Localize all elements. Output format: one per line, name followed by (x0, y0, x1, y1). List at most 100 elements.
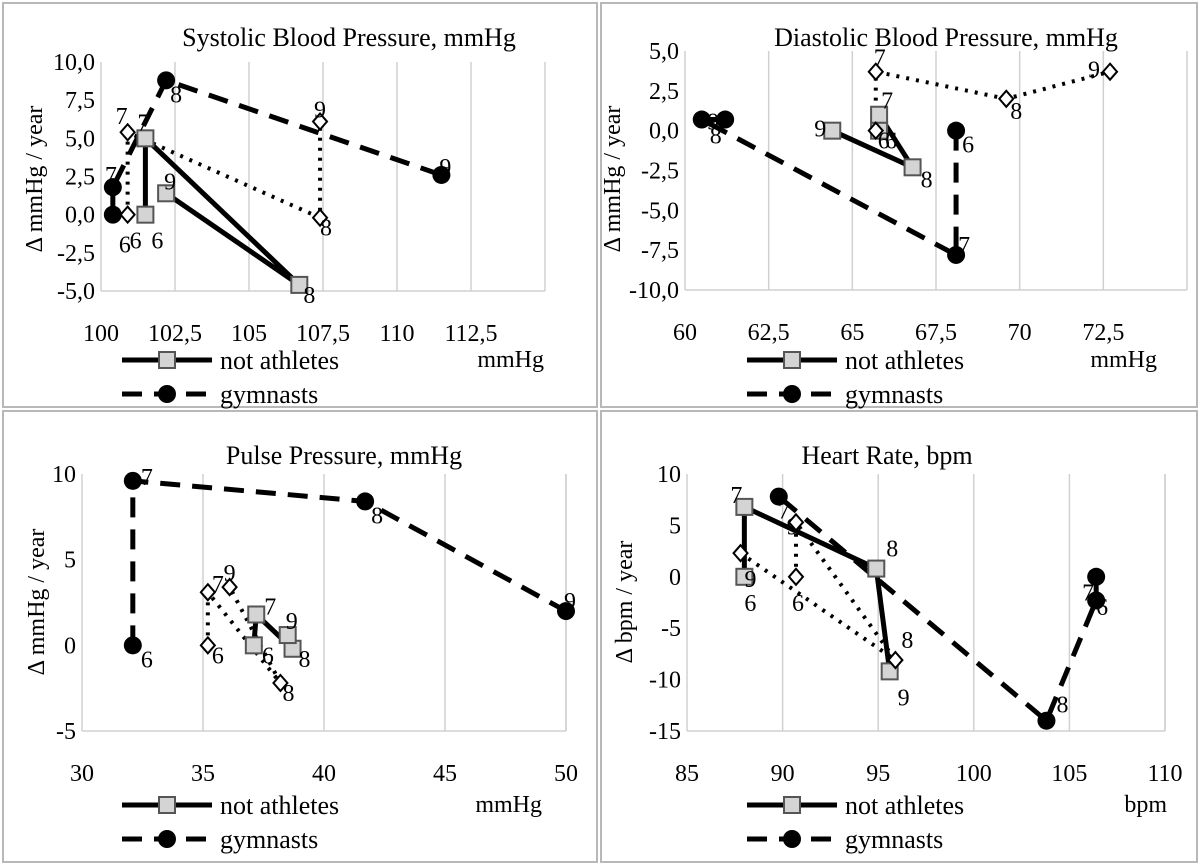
y-tick-label: 0 (64, 633, 76, 659)
series-line-square (142, 135, 302, 288)
data-label: 6 (119, 233, 131, 259)
data-point-circle (947, 245, 966, 264)
data-point-circle (716, 110, 735, 129)
y-tick-label: 5 (64, 548, 76, 574)
data-point-circle (1087, 567, 1106, 586)
y-axis-label: Δ mmHg / year (22, 106, 48, 253)
data-label: 7 (958, 233, 970, 259)
legend-marker-square (158, 796, 176, 814)
data-label: 7 (264, 594, 276, 620)
y-axis-label: Δ mmHg / year (602, 106, 626, 253)
data-point-diamond (732, 543, 749, 563)
data-label: 8 (710, 124, 722, 150)
x-tick-label: 30 (70, 761, 94, 787)
data-label: 6 (262, 643, 274, 669)
data-point-square (735, 567, 754, 586)
data-label: 7 (730, 483, 742, 509)
data-point-circle (157, 71, 176, 90)
series-line-square (741, 504, 893, 672)
data-point-square (867, 559, 886, 578)
legend-marker-square (158, 351, 176, 369)
x-tick-label: 67,5 (915, 320, 957, 346)
x-axis-label: mmHg (1090, 347, 1157, 373)
data-label: 6 (962, 133, 974, 159)
data-point-diamond (787, 567, 805, 587)
data-label: 7 (105, 163, 117, 189)
x-axis-label: mmHg (477, 347, 544, 373)
data-label: 8 (303, 283, 315, 309)
x-tick-label: 85 (675, 761, 699, 787)
x-tick-label: 65 (840, 320, 864, 346)
data-point-square (903, 158, 922, 177)
data-label: 9 (707, 110, 719, 136)
data-label: 8 (170, 82, 182, 108)
data-point-square (247, 605, 266, 624)
data-point-square (290, 275, 309, 294)
data-label: 9 (1088, 58, 1100, 84)
data-point-square (278, 626, 297, 645)
series-line-diamond (125, 121, 323, 220)
x-tick-label: 107,5 (296, 321, 350, 347)
y-tick-label: 0,0 (65, 203, 95, 229)
data-point-diamond (997, 89, 1015, 109)
y-tick-label: 10,0 (53, 50, 95, 76)
data-point-circle (123, 471, 142, 490)
data-label: 7 (137, 110, 149, 136)
data-label: 7 (141, 465, 153, 491)
legend-label: gymnasts (220, 380, 318, 409)
data-point-circle (769, 487, 788, 506)
y-tick-label: 0,0 (649, 119, 679, 145)
chart-title: Heart Rate, bpm (801, 441, 972, 470)
y-tick-label: 0 (669, 565, 681, 591)
pulse-pressure-chart-panel: 10 5 0 -5 30 35 40 45 50 Pulse Pressure, mmHg Δ mm… (2, 410, 598, 863)
data-label: 8 (921, 167, 933, 193)
data-point-square (244, 636, 263, 655)
x-tick-label: 102,5 (148, 321, 202, 347)
y-tick-label: 2,5 (649, 79, 679, 105)
legend-marker-circle (783, 830, 801, 848)
data-label: 6 (744, 591, 756, 617)
data-point-square (136, 205, 155, 224)
data-label: 6 (792, 591, 804, 617)
data-point-diamond (311, 208, 329, 228)
y-tick-label: -2,5 (641, 159, 679, 185)
data-label: 7 (1082, 580, 1094, 606)
y-tick-label: -10,0 (629, 278, 679, 304)
data-label: 9 (224, 561, 236, 587)
x-tick-label: 105 (231, 321, 267, 347)
data-label: 7 (778, 498, 790, 524)
x-tick-label: 50 (554, 761, 578, 787)
data-label: 9 (564, 589, 576, 615)
data-point-diamond (1101, 62, 1119, 82)
data-point-square (735, 497, 754, 516)
y-tick-label: -15 (649, 719, 681, 745)
data-label: 6 (141, 647, 153, 673)
data-point-circle (1087, 591, 1106, 610)
data-point-diamond (272, 673, 289, 693)
data-point-circle (692, 110, 711, 129)
data-label: 8 (320, 216, 332, 242)
y-tick-label: 5,0 (65, 126, 95, 152)
x-tick-label: 95 (866, 761, 890, 787)
data-label: 7 (881, 89, 893, 115)
data-point-diamond (867, 121, 885, 141)
data-point-diamond (119, 205, 136, 225)
legend-label: gymnasts (220, 825, 318, 854)
legend-marker-circle (783, 385, 801, 403)
x-tick-label: 112,5 (444, 321, 497, 347)
data-label: 8 (886, 537, 898, 563)
legend-label: gymnasts (845, 825, 943, 854)
y-tick-label: -5,0 (641, 198, 679, 224)
y-tick-label: 10 (657, 462, 681, 488)
data-label: 9 (745, 567, 757, 593)
legend-marker-circle (158, 385, 176, 403)
chart-title: Diastolic Blood Pressure, mmHg (774, 23, 1118, 52)
data-point-diamond (787, 512, 805, 532)
x-tick-label: 40 (312, 761, 336, 787)
legend-label: not athletes (220, 791, 339, 820)
series-line-circle (777, 494, 1099, 724)
y-axis-label: Δ bpm / year (612, 541, 638, 664)
x-axis-label: mmHg (475, 792, 542, 818)
